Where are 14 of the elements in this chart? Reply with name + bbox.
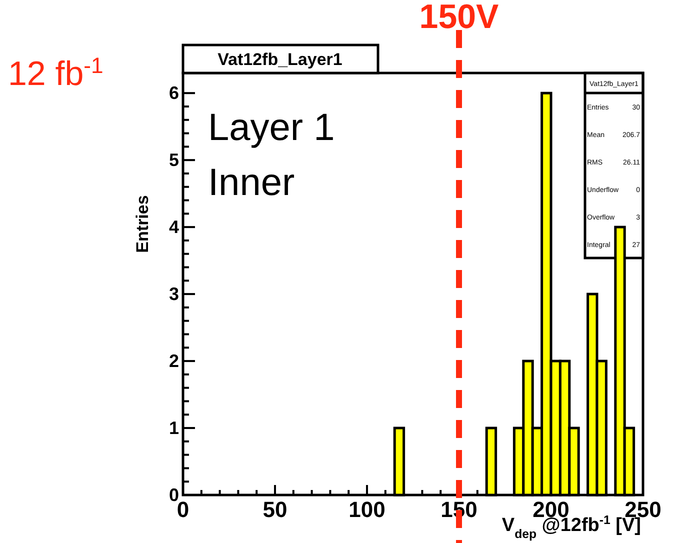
y-tick-label: 3	[168, 284, 179, 304]
y-axis-title: Entries	[133, 195, 152, 253]
y-tick-label: 5	[168, 150, 179, 170]
y-tick-label: 2	[168, 351, 179, 372]
chart-title: Vat12fb_Layer1	[218, 50, 342, 69]
annotation: Layer 1	[208, 107, 335, 149]
y-tick-label: 4	[168, 217, 179, 238]
y-tick-label: 1	[168, 418, 179, 438]
annotation: Inner	[208, 162, 295, 204]
text: 12 fb$^{-1}$	[8, 52, 104, 93]
y-tick-label: 6	[168, 83, 179, 104]
x-tick-label: 100	[348, 497, 386, 522]
ref-line-label: 150V	[419, 0, 500, 36]
x-tick-label: 50	[262, 497, 288, 522]
